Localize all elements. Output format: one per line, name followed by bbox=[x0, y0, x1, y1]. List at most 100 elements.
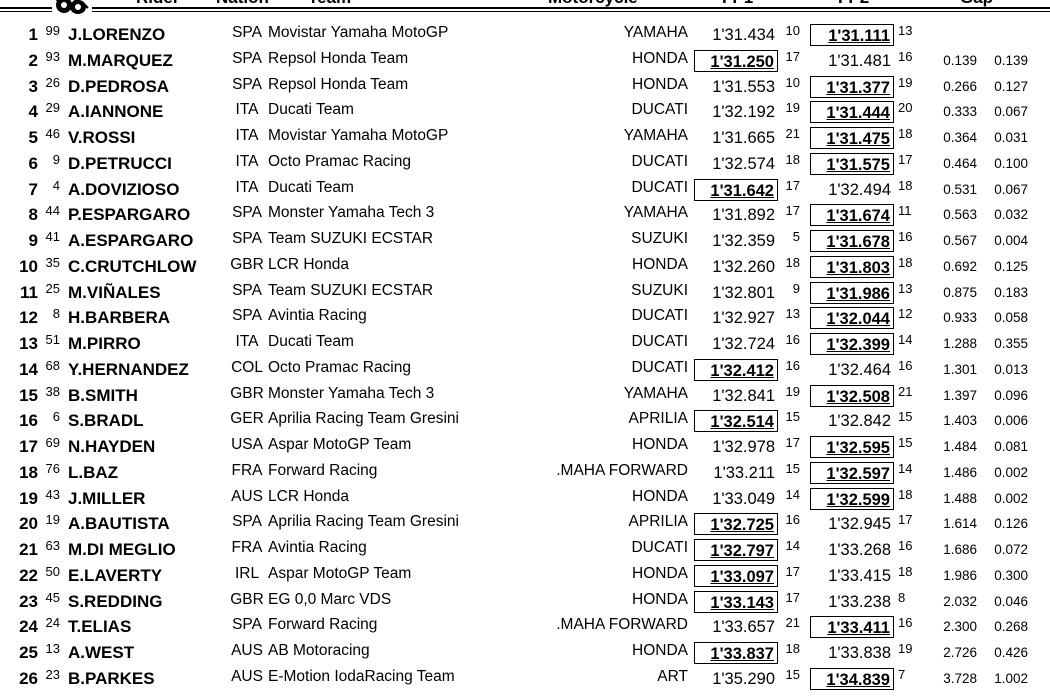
rider-name: A.ESPARGARO bbox=[68, 231, 194, 250]
table-row: 5 46 V.ROSSI ITA Movistar Yamaha MotoGP YAMAH… bbox=[0, 125, 1050, 151]
gap-to-previous: 1.002 bbox=[994, 670, 1028, 686]
gap-to-first: 0.567 bbox=[943, 233, 977, 248]
rider-number: 46 bbox=[45, 126, 60, 141]
fp1-lap: 16 bbox=[785, 332, 800, 347]
fp1-time: 1'32.927 bbox=[712, 309, 775, 328]
rider-name: M.PIRRO bbox=[68, 334, 141, 353]
fp2-time: 1'34.839 bbox=[810, 667, 894, 690]
fp1-time: 1'32.412 bbox=[694, 358, 778, 381]
gap-to-previous: 0.004 bbox=[994, 233, 1028, 248]
table-row: 10 35 C.CRUTCHLOW GBR LCR Honda HONDA 1'32.260… bbox=[0, 254, 1050, 280]
motorcycle: DUCATI bbox=[631, 333, 688, 350]
table-row: 21 63 M.DI MEGLIO FRA Avintia Racing DUCATI 1'… bbox=[0, 537, 1050, 563]
team-name: Ducati Team bbox=[268, 101, 354, 119]
team-name: Repsol Honda Team bbox=[268, 75, 409, 93]
gap-to-previous: 0.100 bbox=[994, 155, 1028, 171]
fp2-time: 1'31.986 bbox=[810, 281, 894, 304]
gap-to-first: 1.488 bbox=[943, 490, 977, 506]
team-name: Aprilia Racing Team Gresini bbox=[268, 410, 459, 428]
position: 16 bbox=[19, 411, 38, 431]
position: 13 bbox=[19, 334, 38, 353]
nation: SPA bbox=[232, 230, 262, 247]
nation: ITA bbox=[235, 152, 259, 170]
gap-to-first: 2.300 bbox=[943, 619, 977, 635]
gap-to-first: 1.686 bbox=[943, 542, 977, 557]
gap-to-previous: 0.013 bbox=[994, 361, 1028, 377]
rider-number: 6 bbox=[52, 409, 60, 425]
position: 2 bbox=[28, 50, 38, 70]
fp2-time: 1'31.377 bbox=[810, 75, 894, 98]
position: 24 bbox=[19, 617, 38, 637]
fp1-time: 1'32.724 bbox=[712, 335, 775, 353]
table-row: 14 68 Y.HERNANDEZ COL Octo Pramac Racing DUCA… bbox=[0, 357, 1050, 383]
fp2-lap: 18 bbox=[898, 177, 913, 193]
rider-name: S.BRADL bbox=[68, 411, 144, 431]
position: 12 bbox=[19, 308, 38, 328]
gap-to-previous: 0.046 bbox=[994, 593, 1028, 609]
fp2-time: 1'33.415 bbox=[828, 566, 891, 585]
team-name: Ducati Team bbox=[268, 333, 354, 350]
gap-to-previous: 0.127 bbox=[994, 78, 1028, 94]
motorcycle: YAMAHA bbox=[623, 127, 688, 144]
fp1-time: 1'33.837 bbox=[694, 642, 778, 664]
fp2-lap: 18 bbox=[898, 126, 913, 141]
fp1-time: 1'32.260 bbox=[712, 257, 775, 276]
nation: IRL bbox=[234, 564, 260, 582]
fp2-lap: 18 bbox=[898, 254, 913, 270]
fp1-time: 1'31.553 bbox=[712, 77, 775, 96]
fp1-time: 1'32.725 bbox=[694, 513, 778, 536]
fp2-time: 1'31.678 bbox=[810, 230, 894, 252]
rider-number: 43 bbox=[45, 486, 60, 502]
rider-number: 25 bbox=[45, 280, 60, 296]
gap-to-first: 0.563 bbox=[943, 207, 977, 223]
fp2-time: 1'31.111 bbox=[810, 24, 894, 46]
fp1-lap: 18 bbox=[785, 254, 800, 270]
table-row: 24 24 T.ELIAS SPA Forward Racing .MAHA FORWAR… bbox=[0, 614, 1050, 640]
fp2-time: 1'31.674 bbox=[810, 204, 894, 227]
rider-number: 41 bbox=[45, 229, 60, 244]
gap-to-first: 0.464 bbox=[943, 155, 977, 171]
team-name: LCR Honda bbox=[268, 487, 349, 505]
nation: SPA bbox=[232, 281, 262, 299]
gap-to-first: 1.403 bbox=[943, 413, 977, 429]
position: 23 bbox=[19, 591, 38, 611]
motorcycle: APRILIA bbox=[628, 410, 688, 428]
team-name: Movistar Yamaha MotoGP bbox=[268, 127, 449, 144]
rider-number: 76 bbox=[45, 460, 60, 476]
rider-name: E.LAVERTY bbox=[68, 565, 163, 585]
nation: SPA bbox=[232, 204, 262, 222]
fp1-lap: 9 bbox=[792, 280, 800, 296]
fp2-time: 1'32.597 bbox=[810, 461, 894, 484]
fp1-time: 1'33.049 bbox=[712, 489, 775, 508]
fp1-time: 1'33.143 bbox=[694, 590, 778, 613]
nation: SPA bbox=[232, 616, 262, 634]
gap-to-previous: 0.067 bbox=[994, 104, 1028, 120]
gap-to-first: 0.333 bbox=[943, 104, 977, 120]
team-name: Aspar MotoGP Team bbox=[268, 436, 412, 453]
table-row: 8 44 P.ESPARGARO SPA Monster Yamaha Tech 3 YA… bbox=[0, 202, 1050, 228]
motorcycle: DUCATI bbox=[631, 101, 688, 119]
position: 8 bbox=[28, 205, 38, 225]
motorcycle: YAMAHA bbox=[623, 24, 688, 41]
motorcycle: HONDA bbox=[632, 642, 688, 659]
gap-to-first: 0.875 bbox=[943, 284, 977, 300]
rider-number: 63 bbox=[45, 538, 60, 553]
nation: SPA bbox=[232, 24, 262, 41]
gap-to-previous: 0.081 bbox=[994, 439, 1028, 454]
fp2-lap: 15 bbox=[898, 435, 913, 450]
rider-name: A.IANNONE bbox=[68, 102, 164, 122]
fp2-lap: 11 bbox=[898, 203, 912, 219]
nation: SPA bbox=[232, 513, 262, 531]
fp1-lap: 5 bbox=[792, 229, 800, 244]
gap-to-previous: 0.072 bbox=[994, 542, 1028, 557]
fp1-time: 1'32.801 bbox=[712, 283, 775, 302]
nation: FRA bbox=[231, 539, 263, 556]
rider-name: A.WEST bbox=[68, 643, 135, 662]
gap-to-previous: 0.125 bbox=[994, 258, 1028, 274]
fp1-lap: 17 bbox=[785, 203, 800, 219]
table-row: 13 51 M.PIRRO ITA Ducati Team DUCATI 1'32.724 1… bbox=[0, 331, 1050, 357]
motorcycle: ART bbox=[657, 667, 688, 685]
rider-number: 45 bbox=[45, 589, 60, 605]
team-name: Movistar Yamaha MotoGP bbox=[268, 24, 449, 41]
motorcycle: DUCATI bbox=[631, 178, 688, 196]
